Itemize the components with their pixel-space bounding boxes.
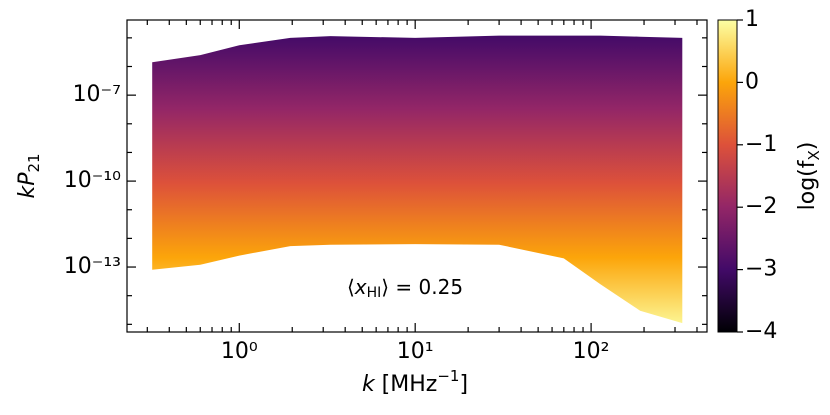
band: [152, 35, 683, 324]
colorbar: [717, 19, 738, 333]
colorbar-tick-label: −3: [745, 257, 777, 282]
y-axis-label: kP21: [15, 153, 43, 198]
x-axis-label: k [MHz−1]: [362, 367, 468, 398]
annotation: ⟨xHI⟩ = 0.25: [347, 275, 463, 302]
colorbar-tick-label: −4: [745, 319, 777, 344]
colorbar-tick-label: −2: [745, 194, 777, 219]
x-tick-label: 10¹: [397, 339, 434, 364]
y-tick-label: 10⁻¹⁰: [64, 168, 121, 193]
colorbar-label: log(fX): [795, 142, 823, 211]
x-tick-label: 10⁰: [221, 339, 258, 364]
plot-frame: [126, 19, 708, 333]
y-tick-label: 10⁻¹³: [64, 254, 121, 279]
x-tick-label: 10²: [573, 339, 610, 364]
colorbar-tick-label: −1: [745, 132, 777, 157]
colorbar-tick-label: 0: [745, 69, 759, 94]
y-tick-label: 10⁻⁷: [73, 82, 121, 107]
colorbar-tick-label: 1: [745, 7, 759, 32]
